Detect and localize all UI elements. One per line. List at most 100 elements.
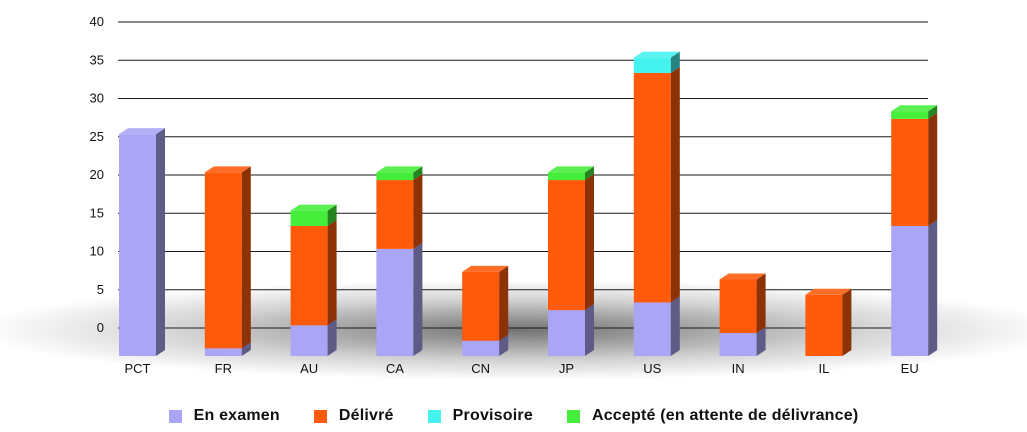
bar-segment	[290, 319, 337, 356]
bar-front	[891, 118, 929, 226]
bar-side	[327, 204, 337, 226]
legend-label-accepte: Accepté (en attente de délivrance)	[591, 407, 859, 424]
floor-shadow	[0, 280, 1027, 380]
bar-segment	[290, 204, 337, 226]
bar-side	[241, 166, 251, 349]
bar-front	[204, 172, 242, 349]
bar-front	[805, 294, 843, 356]
bar-segment	[204, 342, 251, 356]
legend-item-provisoire: Provisoire	[427, 407, 533, 425]
bar-segment	[290, 219, 337, 326]
x-category-label: EU	[901, 361, 919, 376]
bar-front	[119, 134, 156, 356]
bar-side	[413, 166, 423, 181]
bar-top	[805, 288, 852, 295]
bar-segment	[548, 166, 594, 181]
y-tick-label: 35	[90, 52, 104, 67]
bar-segment	[462, 334, 509, 356]
bar-side	[670, 51, 680, 73]
bar-side	[928, 112, 938, 226]
bar-front	[376, 180, 414, 249]
y-tick-label: 20	[90, 167, 104, 182]
bar-segment	[548, 174, 594, 311]
bar-side	[241, 342, 251, 356]
bar-segment	[633, 296, 680, 356]
bar-segment	[119, 128, 165, 356]
y-tick-label: 30	[90, 91, 104, 106]
legend-label-delivre: Délivré	[338, 407, 394, 424]
bar-segment	[805, 288, 852, 356]
bar-side	[499, 334, 509, 356]
bar-top	[719, 273, 766, 280]
bar-front	[548, 180, 585, 311]
legend-swatch-accepte	[566, 409, 580, 423]
bar-front	[462, 340, 500, 356]
x-category-label: FR	[215, 361, 232, 376]
bar-front	[462, 271, 500, 341]
y-tick-label: 5	[97, 282, 104, 297]
bar-top	[891, 105, 938, 112]
bar-front	[204, 348, 242, 356]
bars	[119, 51, 938, 356]
bar-side	[842, 288, 852, 356]
bar-segment	[204, 166, 251, 349]
x-category-label: PCT	[125, 361, 151, 376]
bar-segment	[633, 51, 680, 73]
gridlines	[118, 21, 928, 329]
bar-segment	[891, 105, 938, 119]
bar-side	[585, 174, 594, 311]
bar-segment	[633, 66, 680, 303]
y-tick-label: 10	[90, 244, 104, 259]
bar-front	[719, 333, 757, 356]
bar-top	[119, 128, 165, 135]
legend-swatch-en-examen	[168, 409, 182, 423]
x-category-label: IN	[732, 361, 745, 376]
bar-side	[327, 219, 337, 326]
bar-front	[290, 325, 328, 356]
bar-top	[633, 51, 680, 58]
x-category-label: IL	[818, 361, 829, 376]
x-category-label: US	[643, 361, 661, 376]
bar-top	[204, 166, 251, 173]
x-category-label: CA	[386, 361, 404, 376]
y-axis-ticks: 0 5 10 15 20 25 30 35 40	[90, 14, 104, 335]
bar-top	[548, 166, 594, 173]
bar-side	[928, 105, 938, 119]
y-tick-label: 0	[97, 320, 104, 335]
bar-side	[670, 296, 680, 356]
bar-segment	[376, 174, 423, 249]
stacked-bar-chart: 0 5 10 15 20 25 30 35 40 PCT FR AU CA CN JP US IN IL EU	[0, 14, 1027, 380]
y-tick-label: 25	[90, 129, 104, 144]
x-category-label: AU	[300, 361, 318, 376]
y-tick-label: 15	[90, 205, 104, 220]
bar-segment	[891, 219, 938, 356]
bar-front	[290, 225, 328, 326]
bar-front	[891, 225, 929, 356]
bar-segment	[376, 166, 423, 181]
bar-front	[633, 302, 671, 356]
bar-top	[462, 265, 509, 272]
legend-swatch-delivre	[313, 409, 327, 423]
bar-segment	[376, 242, 423, 356]
legend-item-delivre: Délivré	[313, 407, 394, 425]
legend: En examen Délivré Provisoire Accepté (en…	[0, 404, 1027, 428]
bar-side	[413, 174, 423, 249]
bar-side	[499, 265, 509, 341]
bar-side	[156, 128, 165, 356]
legend-item-en-examen: En examen	[168, 407, 280, 425]
bar-side	[413, 242, 423, 356]
bar-front	[891, 111, 929, 119]
bar-front	[633, 72, 671, 303]
x-category-label: JP	[559, 361, 574, 376]
legend-label-en-examen: En examen	[193, 407, 280, 424]
bar-side	[327, 319, 337, 356]
bar-side	[928, 219, 938, 356]
bar-front	[633, 57, 671, 73]
bar-side	[670, 66, 680, 303]
bar-top	[290, 204, 337, 211]
bar-side	[756, 327, 766, 356]
legend-label-provisoire: Provisoire	[452, 407, 533, 424]
bar-segment	[548, 304, 594, 356]
bar-front	[548, 172, 585, 181]
